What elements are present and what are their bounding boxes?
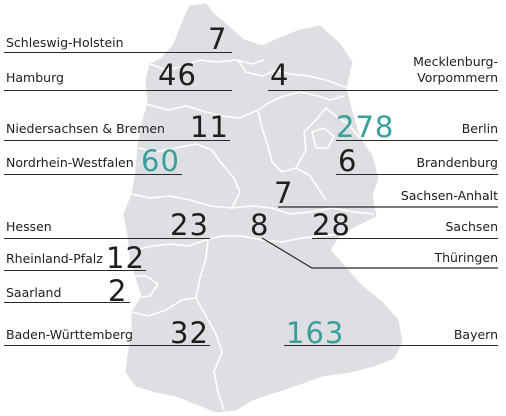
nordrhein-westfalen-label: Nordrhein-Westfalen	[6, 155, 134, 170]
nordrhein-westfalen-count: 60	[141, 144, 180, 178]
sachsen-label: Sachsen	[445, 219, 498, 234]
berlin-count: 278	[336, 110, 395, 144]
mecklenburg-vorpommern-label-line1: Mecklenburg-	[413, 54, 498, 69]
bayern-label: Bayern	[453, 327, 498, 342]
hamburg-line	[4, 90, 232, 91]
germany-outline	[123, 3, 403, 413]
niedersachsen-bremen-count: 11	[190, 110, 229, 144]
schleswig-holstein-count: 7	[208, 22, 228, 56]
saarland-line	[4, 302, 130, 303]
berlin-line	[336, 140, 498, 141]
hessen-count: 23	[170, 208, 209, 242]
berlin-label: Berlin	[461, 121, 498, 136]
brandenburg-line	[336, 174, 498, 175]
bayern-line	[284, 345, 498, 346]
rheinland-pfalz-line	[4, 270, 146, 271]
baden-wuerttemberg-line	[4, 345, 210, 346]
sachsen-anhalt-label: Sachsen-Anhalt	[400, 188, 498, 203]
niedersachsen-bremen-label: Niedersachsen & Bremen	[6, 121, 165, 136]
thueringen-label: Thüringen	[434, 250, 498, 265]
mecklenburg-vorpommern-line	[268, 90, 498, 91]
bayern-count: 163	[286, 316, 345, 350]
saarland-count: 2	[108, 274, 128, 308]
hamburg-label: Hamburg	[6, 70, 64, 85]
baden-wuerttemberg-count: 32	[170, 316, 209, 350]
thueringen-count: 8	[250, 208, 270, 242]
hessen-line	[4, 238, 210, 239]
baden-wuerttemberg-label: Baden-Württemberg	[6, 327, 133, 342]
rheinland-pfalz-label: Rheinland-Pfalz	[6, 251, 103, 266]
mecklenburg-vorpommern-count: 4	[270, 58, 290, 92]
nordrhein-westfalen-line	[4, 174, 182, 175]
sachsen-anhalt-count: 7	[274, 176, 294, 210]
saarland-label: Saarland	[6, 285, 62, 300]
rheinland-pfalz-count: 12	[106, 241, 145, 275]
sachsen-line	[312, 238, 498, 239]
hamburg-count: 46	[158, 58, 197, 92]
sachsen-count: 28	[312, 208, 351, 242]
state-borders	[130, 59, 375, 411]
hessen-label: Hessen	[6, 219, 52, 234]
schleswig-holstein-line	[4, 52, 232, 53]
thueringen-leader-line	[261, 237, 498, 269]
schleswig-holstein-label: Schleswig-Holstein	[6, 35, 124, 50]
brandenburg-label: Brandenburg	[416, 155, 498, 170]
niedersachsen-bremen-line	[4, 140, 230, 141]
mecklenburg-vorpommern-label-line2: Vorpommern	[417, 70, 498, 85]
brandenburg-count: 6	[338, 144, 358, 178]
